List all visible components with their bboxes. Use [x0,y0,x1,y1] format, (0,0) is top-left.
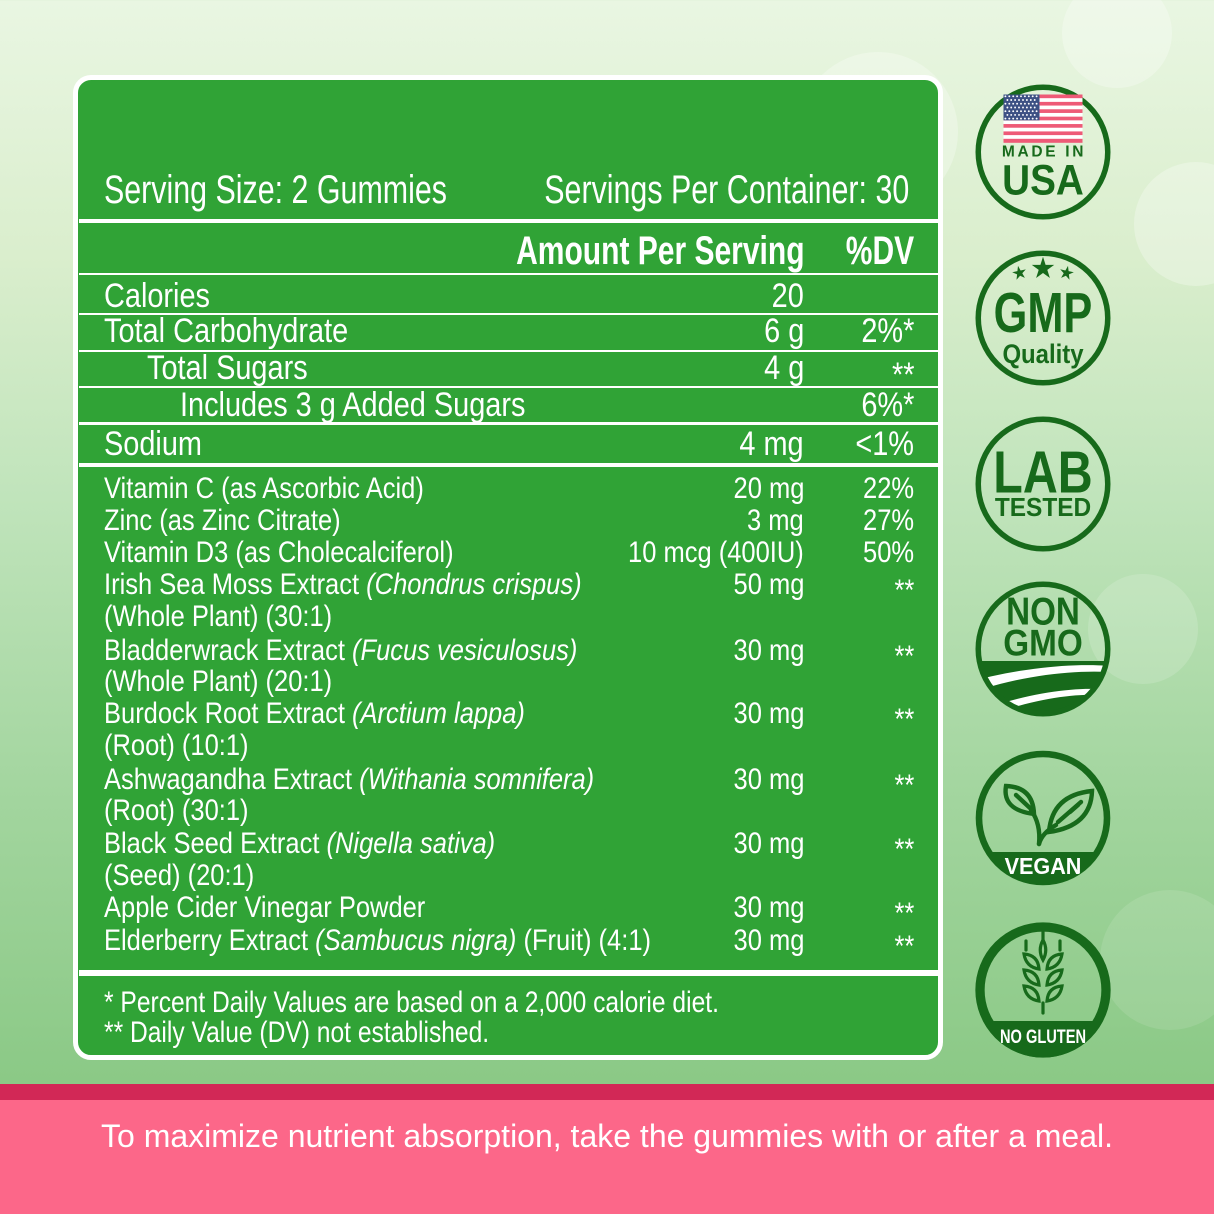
svg-text:NON: NON [1006,589,1080,633]
svg-text:VEGAN: VEGAN [1004,853,1081,879]
svg-text:GMO: GMO [1003,623,1083,664]
svg-text:MADE IN: MADE IN [1001,144,1085,161]
svg-text:Quality: Quality [1002,339,1083,368]
svg-text:USA: USA [1002,156,1084,204]
svg-text:GMP: GMP [993,280,1092,344]
svg-text:TESTED: TESTED [994,493,1090,522]
svg-text:NO GLUTEN: NO GLUTEN [999,1025,1085,1048]
svg-text:LAB: LAB [993,439,1092,505]
